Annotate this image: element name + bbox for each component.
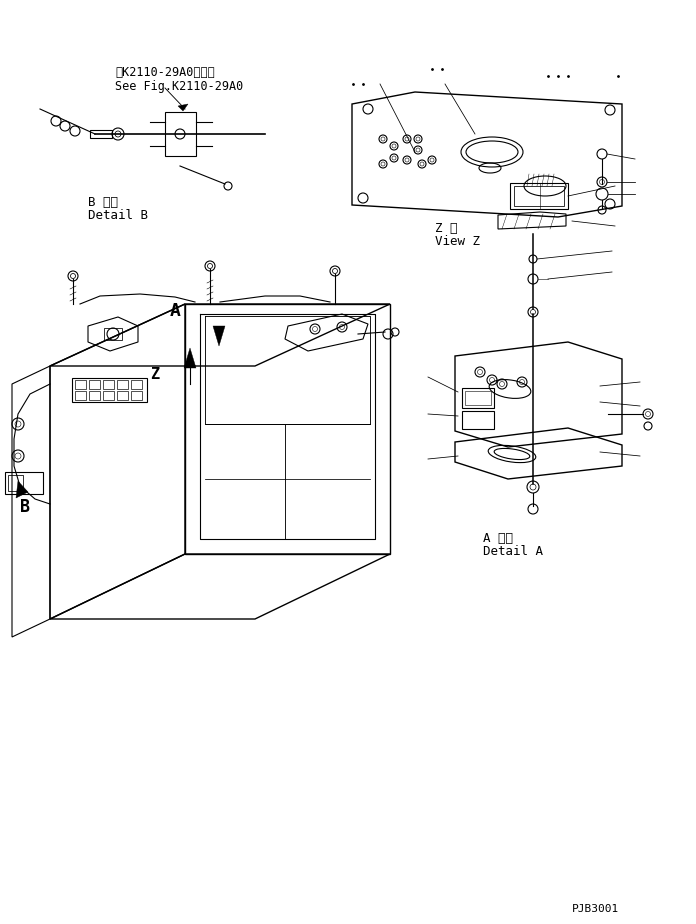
- Text: B 詳細: B 詳細: [88, 196, 118, 209]
- Bar: [8, 475, 23, 491]
- Bar: [103, 380, 114, 389]
- Bar: [5, 472, 43, 494]
- Bar: [89, 391, 100, 400]
- Text: A: A: [170, 302, 181, 320]
- Bar: [75, 391, 86, 400]
- Bar: [103, 391, 114, 400]
- Polygon shape: [16, 481, 28, 498]
- Bar: [75, 380, 86, 389]
- Bar: [104, 328, 122, 340]
- Polygon shape: [213, 326, 225, 346]
- Text: View Z: View Z: [435, 235, 480, 248]
- Polygon shape: [178, 104, 188, 111]
- Bar: [90, 130, 112, 138]
- Bar: [117, 380, 128, 389]
- Text: B: B: [20, 498, 30, 516]
- Text: Detail B: Detail B: [88, 209, 148, 222]
- Bar: [89, 380, 100, 389]
- Bar: [131, 391, 142, 400]
- Bar: [72, 378, 147, 402]
- Bar: [514, 186, 564, 206]
- Text: A 詳細: A 詳細: [483, 532, 513, 545]
- Text: Z: Z: [150, 367, 159, 382]
- Bar: [465, 391, 491, 405]
- Bar: [117, 391, 128, 400]
- Text: 第K2110-29A0図参照: 第K2110-29A0図参照: [115, 66, 215, 79]
- Bar: [510, 183, 568, 209]
- Polygon shape: [184, 348, 196, 368]
- Text: Detail A: Detail A: [483, 545, 543, 558]
- Bar: [462, 411, 494, 429]
- Text: PJB3001: PJB3001: [572, 904, 619, 914]
- Bar: [462, 388, 494, 408]
- Bar: [131, 380, 142, 389]
- Text: Z 視: Z 視: [435, 222, 457, 235]
- Text: See Fig.K2110-29A0: See Fig.K2110-29A0: [115, 80, 243, 93]
